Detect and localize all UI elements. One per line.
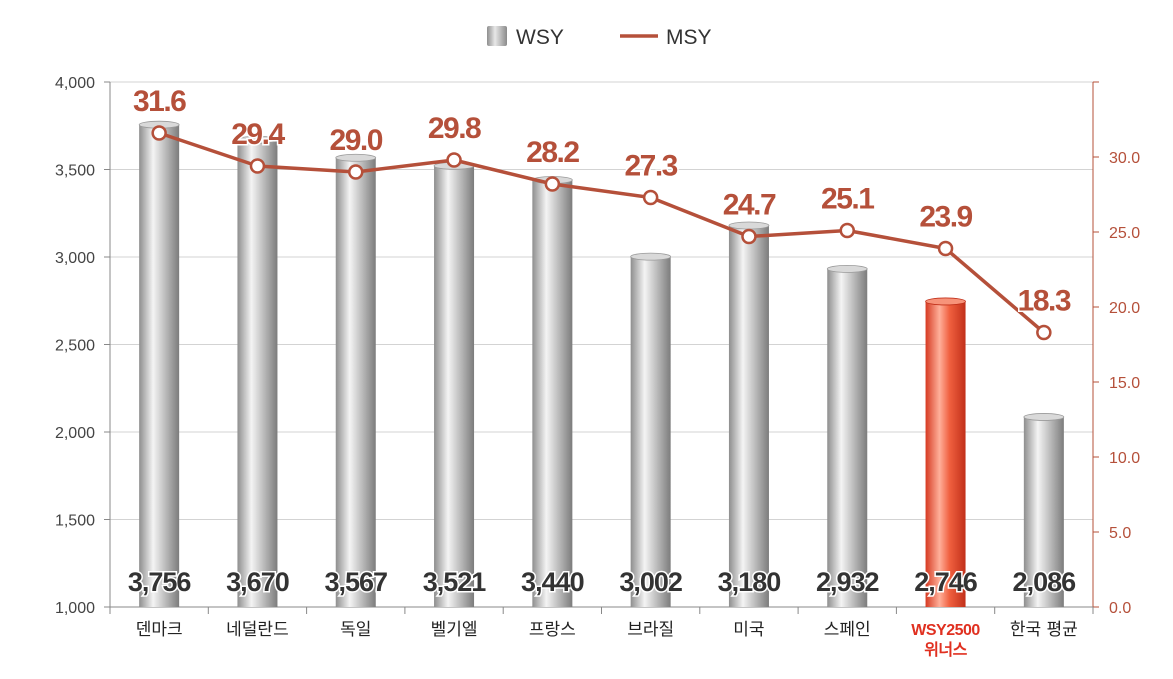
wsy-bar-body: [434, 165, 475, 607]
wsy-bar-4: [433, 161, 475, 607]
right-tick-label: 25.0: [1109, 225, 1140, 242]
right-tick-label: 30.0: [1109, 150, 1140, 167]
category-label-6: 브라질: [627, 620, 674, 640]
wsy-bars: [138, 120, 1065, 607]
msy-value-label-10: 18.3: [1018, 285, 1071, 318]
category-label-4: 벨기엘: [431, 620, 478, 640]
wsy-bar-5: [531, 176, 573, 607]
right-tick-label: 5.0: [1109, 525, 1131, 542]
msy-point-7: [741, 228, 757, 245]
msy-point-1: [151, 125, 167, 141]
left-tick-label: 4,000: [55, 75, 95, 92]
data-labels: 31.6 29.4 29.0 29.8 28.2 27.3 24.7 25.1 23.9 18.3…: [126, 84, 1078, 599]
wsy-bar-10: [1023, 413, 1065, 607]
left-tick-label: 1,000: [55, 600, 95, 617]
wsy-value-label-3: 3,567: [324, 567, 387, 597]
legend-wsy-swatch: [487, 26, 507, 46]
category-labels: 덴마크 네덜란드 독일 벨기엘 프랑스 브라질 미국 스페인 WSY2500 위너스 한국 평균: [136, 620, 1078, 659]
wsy-bar-cap: [335, 153, 377, 162]
wsy-bar-body: [630, 256, 671, 607]
category-label-8: 스페인: [824, 620, 871, 640]
right-tick-label: 0.0: [1109, 600, 1131, 617]
msy-point-5: [544, 176, 561, 192]
msy-value-label-4: 29.8: [428, 112, 481, 145]
msy-value-label-5: 28.2: [526, 136, 579, 169]
wsy-value-label-5: 3,440: [521, 567, 584, 597]
wsy-bar-3: [335, 153, 377, 607]
right-tick-label: 20.0: [1109, 300, 1140, 317]
msy-point-10: [1036, 324, 1052, 341]
msy-point-3: [348, 164, 364, 180]
wsy-bar-cap: [1023, 413, 1065, 421]
wsy-value-label-7: 3,180: [718, 567, 781, 597]
category-label-1: 덴마크: [136, 620, 183, 640]
wsy-bar-8: [826, 264, 868, 607]
msy-value-label-1: 31.6: [133, 85, 186, 118]
right-tick-label: 10.0: [1109, 450, 1140, 467]
msy-point-2: [249, 158, 266, 174]
wsy-bar-6: [630, 252, 672, 607]
wsy-bar-cap: [728, 221, 770, 230]
msy-line-series: [151, 125, 1052, 341]
wsy-bar-body: [728, 225, 769, 607]
msy-point-4: [446, 152, 462, 168]
wsy-value-label-8: 2,932: [816, 567, 879, 597]
legend: WSY MSY: [487, 26, 712, 49]
wsy-bar-cap: [925, 297, 966, 306]
msy-point-9: [937, 240, 954, 257]
left-tick-label: 2,500: [55, 338, 95, 355]
wsy-bar-7: [728, 221, 770, 607]
msy-value-label-3: 29.0: [330, 124, 383, 157]
wsy-bar-body: [532, 180, 573, 607]
left-tick-label: 2,000: [55, 425, 95, 442]
wsy-value-label-4: 3,521: [423, 567, 487, 597]
category-label-3: 독일: [340, 620, 371, 640]
category-label-9: WSY2500: [911, 622, 980, 639]
category-label-7: 미국: [733, 620, 764, 640]
msy-value-label-6: 27.3: [624, 150, 677, 183]
category-label-10: 한국 평균: [1010, 620, 1078, 640]
category-label-9: 위너스: [924, 641, 967, 659]
msy-value-label-8: 25.1: [821, 183, 874, 216]
msy-value-label-7: 24.7: [723, 189, 776, 222]
legend-wsy-label: WSY: [516, 26, 564, 49]
legend-msy-label: MSY: [666, 26, 712, 49]
wsy-value-label-6: 3,002: [619, 567, 682, 597]
axes: 1,000 1,500 2,000 2,500 3,000 3,500 4,000 0.0 5.…: [55, 75, 1140, 617]
left-tick-label: 1,500: [55, 513, 95, 530]
wsy-bar-body: [335, 157, 376, 607]
wsy-value-label-1: 3,756: [128, 567, 192, 597]
wsy-value-label-10: 2,086: [1013, 567, 1077, 597]
wsy-bar-body: [827, 268, 868, 607]
msy-point-6: [642, 189, 659, 206]
wsy-bar-body: [925, 301, 966, 607]
msy-point-8: [839, 222, 855, 239]
left-tick-label: 3,500: [55, 163, 95, 180]
wsy-bar-9: [925, 297, 966, 607]
wsy-bar-body: [1023, 416, 1064, 607]
wsy-bar-cap: [826, 264, 868, 273]
category-label-5: 프랑스: [529, 620, 576, 640]
wsy-bar-2: [237, 135, 278, 607]
wsy-bar-cap: [237, 135, 278, 144]
right-tick-label: 15.0: [1109, 375, 1140, 392]
msy-line: [158, 131, 1045, 334]
category-label-2: 네덜란드: [226, 620, 289, 640]
wsy-bar-body: [139, 124, 180, 607]
wsy-bar-1: [138, 120, 180, 607]
left-tick-label: 3,000: [55, 250, 95, 267]
wsy-bar-cap: [630, 252, 672, 261]
wsy-value-label-2: 3,670: [226, 567, 289, 597]
wsy-bar-body: [237, 139, 278, 607]
msy-value-label-2: 29.4: [231, 118, 285, 151]
msy-value-label-9: 23.9: [919, 201, 972, 234]
wsy-value-label-9: 2,746: [914, 567, 978, 597]
